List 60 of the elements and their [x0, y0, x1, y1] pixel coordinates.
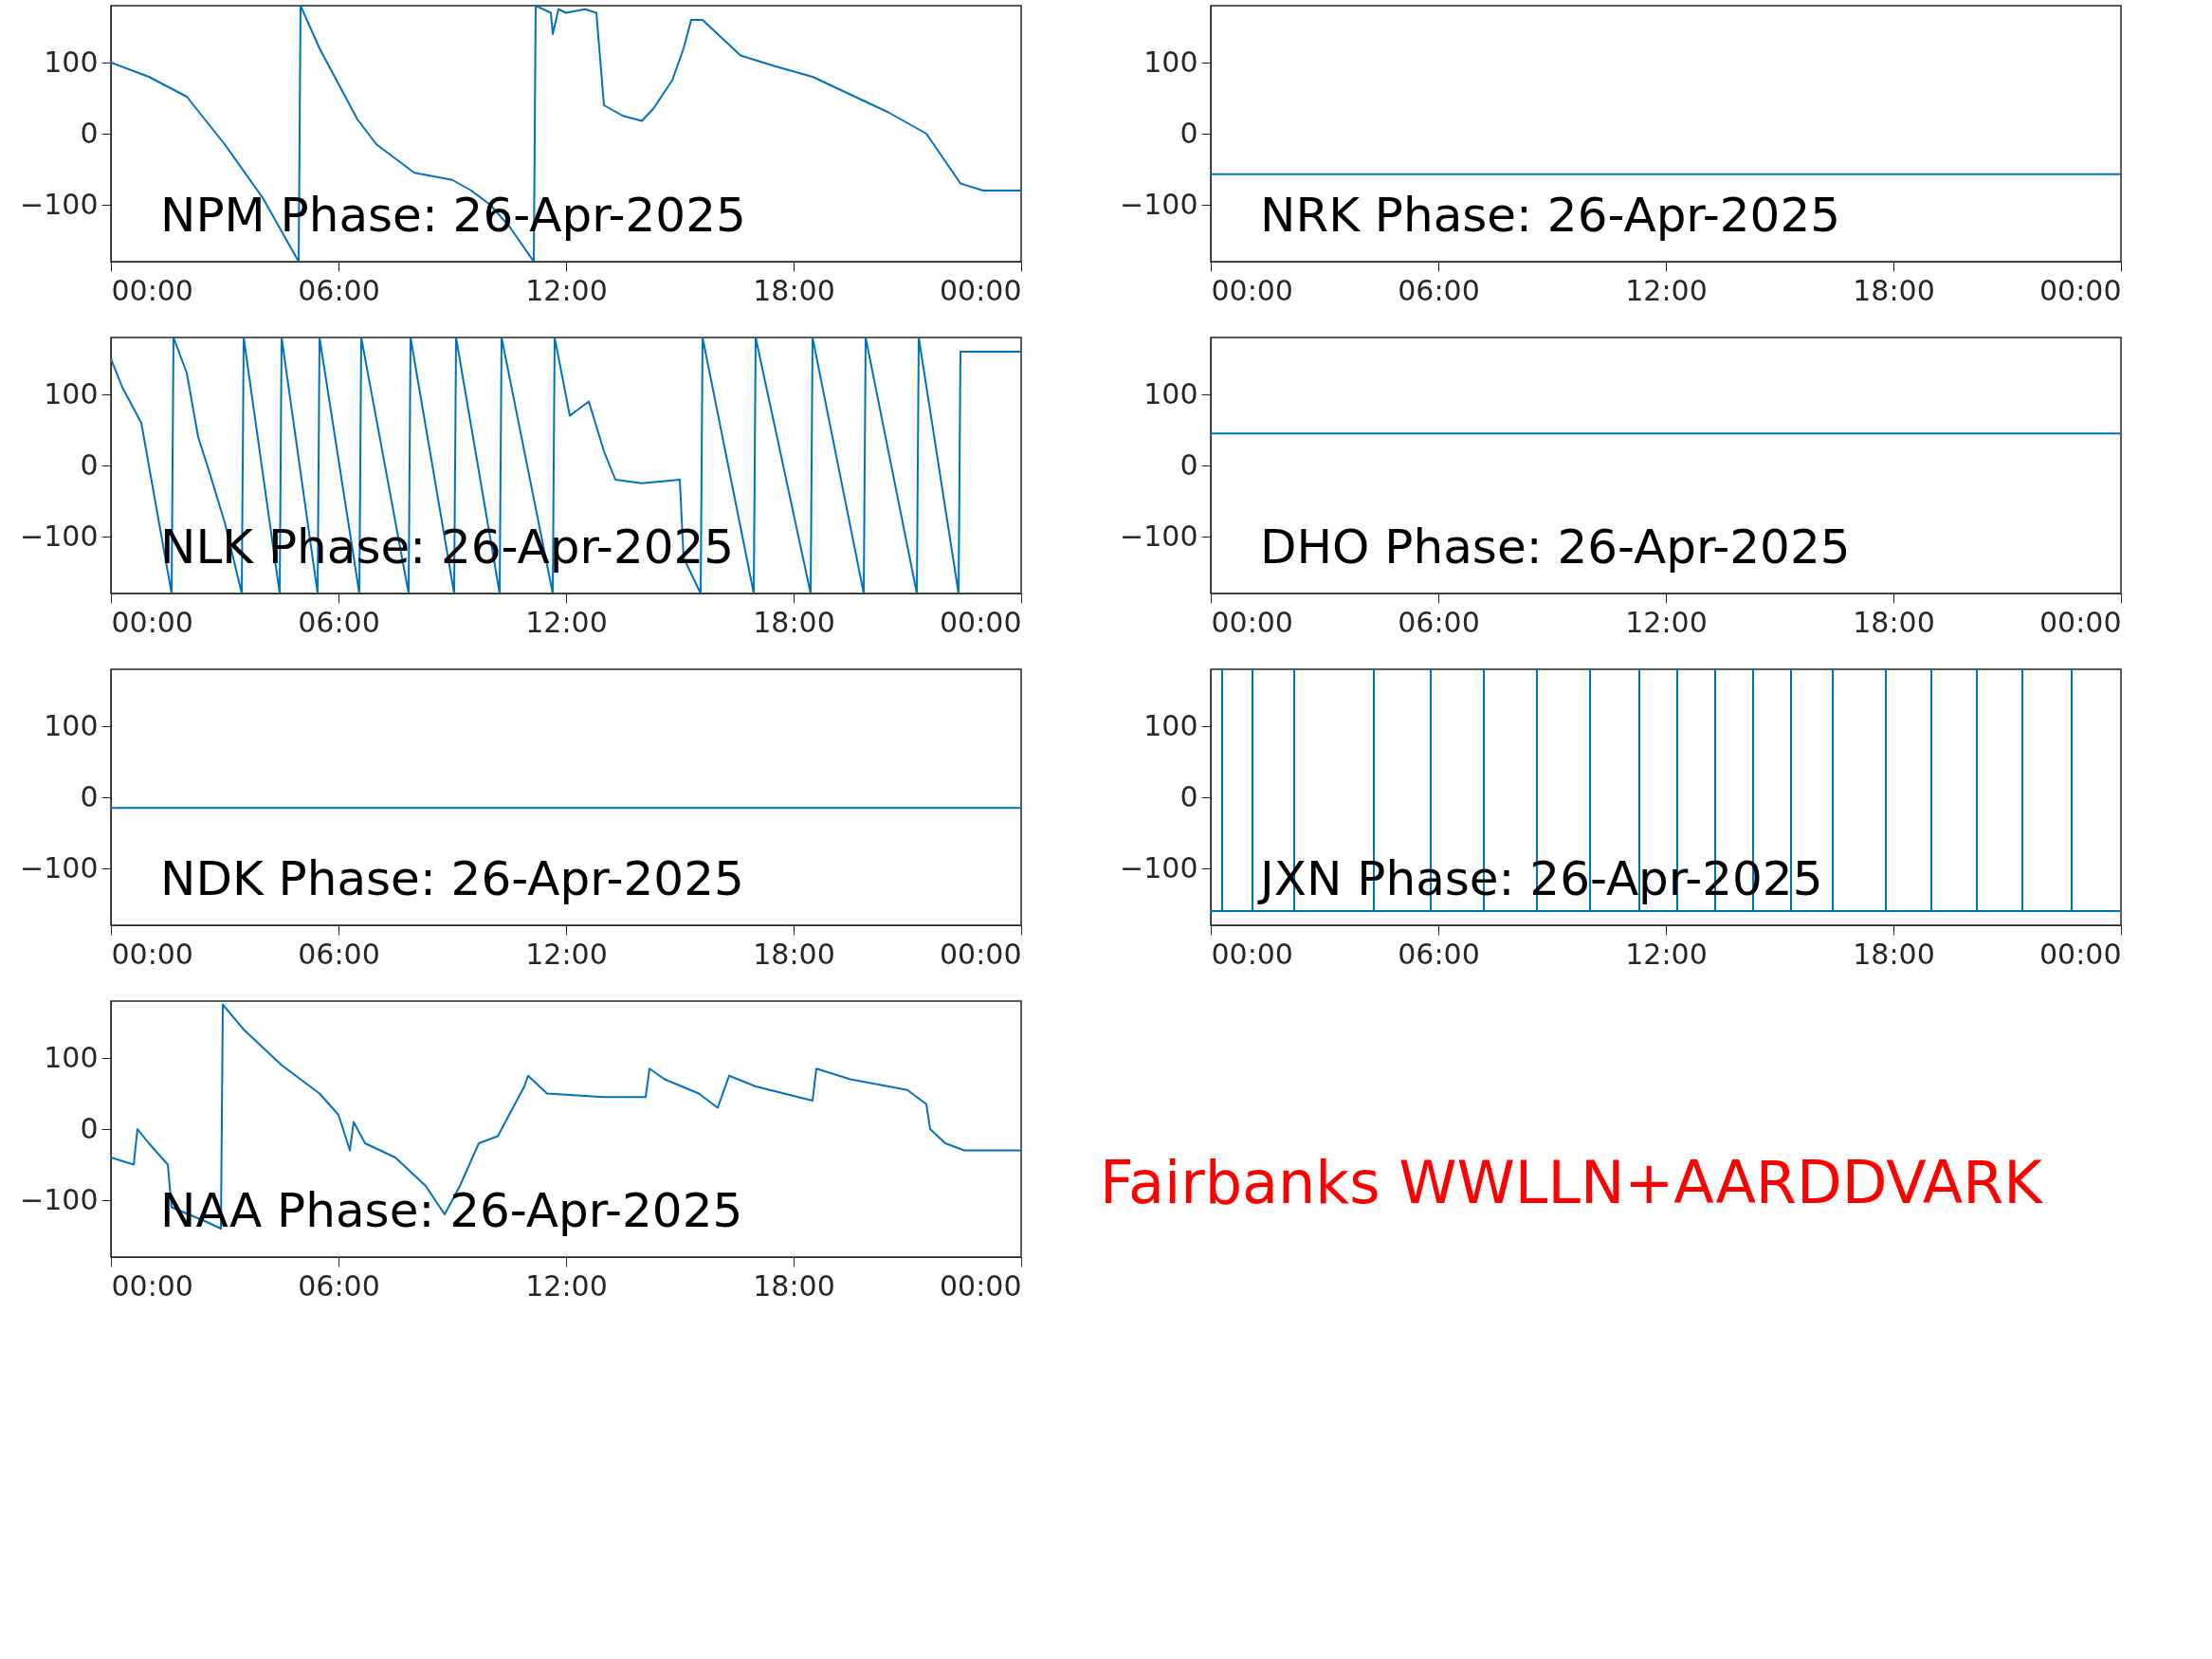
y-tick-label: 100: [44, 45, 99, 79]
y-tick-label: 0: [1179, 447, 1198, 482]
x-tick-label: 12:00: [525, 937, 608, 971]
y-tick-label: 0: [1179, 779, 1198, 813]
y-tick-label: 100: [44, 708, 99, 742]
y-tick-label: −100: [20, 850, 99, 884]
x-tick-label: 00:00: [2039, 937, 2122, 971]
x-tick-label: 12:00: [525, 1268, 608, 1303]
x-tick-label: 00:00: [940, 937, 1022, 971]
x-tick-label: 06:00: [298, 1268, 380, 1303]
x-tick-label: 00:00: [2039, 273, 2122, 307]
x-tick-label: 18:00: [753, 937, 835, 971]
x-tick-label: 18:00: [1853, 605, 1935, 639]
y-tick-label: 100: [44, 1040, 99, 1074]
x-tick-label: 06:00: [1398, 273, 1480, 307]
y-tick-label: −100: [1120, 850, 1198, 884]
x-tick-label: 00:00: [1211, 605, 1293, 639]
x-tick-label: 06:00: [298, 273, 380, 307]
y-tick-label: −100: [20, 1182, 99, 1216]
x-tick-label: 06:00: [298, 937, 380, 971]
text: Fairbanks WWLLN+AARDDVARK: [1100, 1148, 2044, 1217]
x-tick-label: 00:00: [940, 273, 1022, 307]
y-tick-label: −100: [1120, 519, 1198, 553]
y-tick-label: 100: [44, 376, 99, 410]
y-tick-label: 100: [1143, 45, 1198, 79]
x-tick-label: 18:00: [753, 273, 835, 307]
x-tick-label: 12:00: [525, 605, 608, 639]
annotation: NRK Phase: 26-Apr-2025: [1260, 188, 1841, 243]
x-tick-label: 06:00: [1398, 937, 1480, 971]
x-tick-label: 00:00: [111, 605, 193, 639]
y-tick-label: 100: [1143, 376, 1198, 410]
x-tick-label: 06:00: [1398, 605, 1480, 639]
x-tick-label: 12:00: [525, 273, 608, 307]
annotation: NDK Phase: 26-Apr-2025: [160, 851, 744, 906]
x-tick-label: 00:00: [1211, 273, 1293, 307]
x-tick-label: 18:00: [1853, 273, 1935, 307]
x-tick-label: 00:00: [2039, 605, 2122, 639]
x-tick-label: 12:00: [1625, 605, 1708, 639]
x-tick-label: 06:00: [298, 605, 380, 639]
annotation: DHO Phase: 26-Apr-2025: [1260, 520, 1851, 574]
y-tick-label: 0: [80, 116, 99, 150]
y-tick-label: 0: [80, 779, 99, 813]
x-tick-label: 00:00: [940, 1268, 1022, 1303]
x-tick-label: 18:00: [753, 1268, 835, 1303]
x-tick-label: 00:00: [111, 1268, 193, 1303]
x-tick-label: 00:00: [111, 937, 193, 971]
y-tick-label: 0: [80, 447, 99, 482]
x-tick-label: 12:00: [1625, 937, 1708, 971]
y-tick-label: −100: [20, 519, 99, 553]
y-tick-label: 0: [80, 1111, 99, 1145]
y-tick-label: 0: [1179, 116, 1198, 150]
x-tick-label: 00:00: [1211, 937, 1293, 971]
x-tick-label: 12:00: [1625, 273, 1708, 307]
x-tick-label: 00:00: [111, 273, 193, 307]
y-tick-label: −100: [20, 187, 99, 221]
y-tick-label: 100: [1143, 708, 1198, 742]
x-tick-label: 18:00: [753, 605, 835, 639]
x-tick-label: 18:00: [1853, 937, 1935, 971]
x-tick-label: 00:00: [940, 605, 1022, 639]
y-tick-label: −100: [1120, 187, 1198, 221]
